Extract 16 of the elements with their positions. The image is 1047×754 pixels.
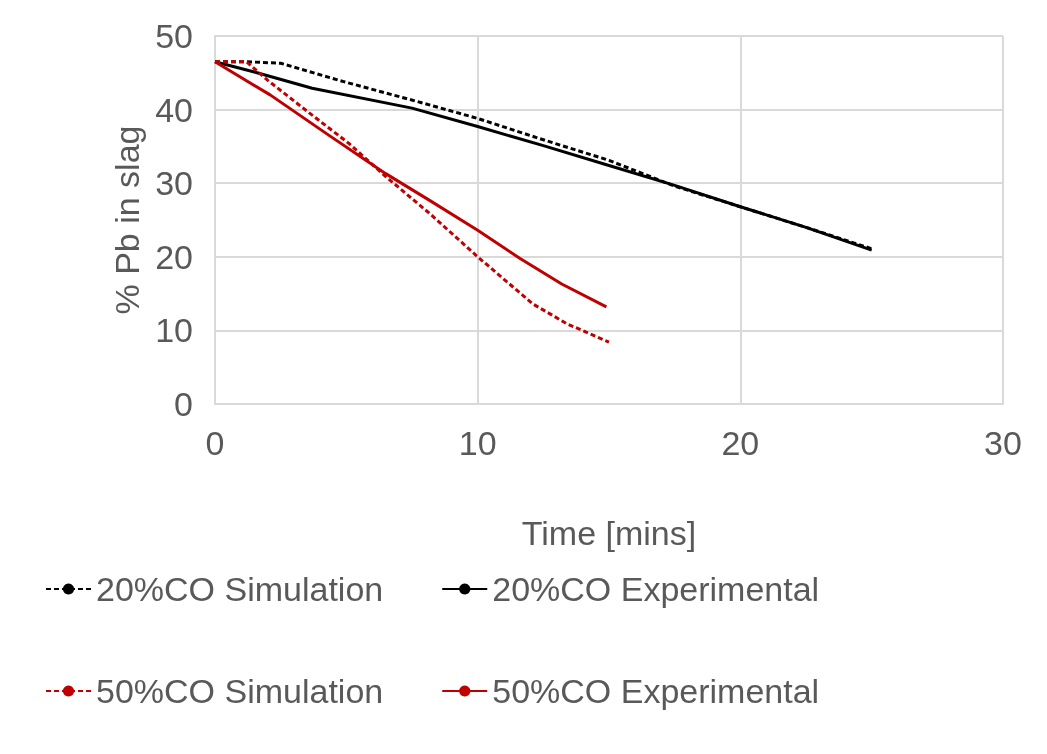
y-tick-label: 20 (155, 237, 193, 276)
y-tick-label: 50 (155, 17, 193, 55)
legend-label: 20%CO Experimental (492, 570, 820, 608)
legend-label: 50%CO Simulation (96, 672, 384, 710)
y-tick-label: 10 (155, 311, 193, 350)
y-axis-title: % Pb in slag (108, 125, 147, 315)
x-tick-label: 20 (721, 424, 760, 462)
x-tick-label: 30 (984, 424, 1022, 462)
y-tick-label: 30 (155, 164, 193, 203)
x-axis-title: Time [mins] (521, 514, 697, 552)
x-tick-label: 10 (458, 424, 497, 462)
legend-label: 20%CO Simulation (96, 570, 384, 608)
x-tick-label: 0 (205, 424, 225, 462)
y-tick-label: 40 (155, 90, 193, 129)
y-tick-label: 0 (174, 385, 193, 423)
legend-label: 50%CO Experimental (492, 672, 820, 710)
